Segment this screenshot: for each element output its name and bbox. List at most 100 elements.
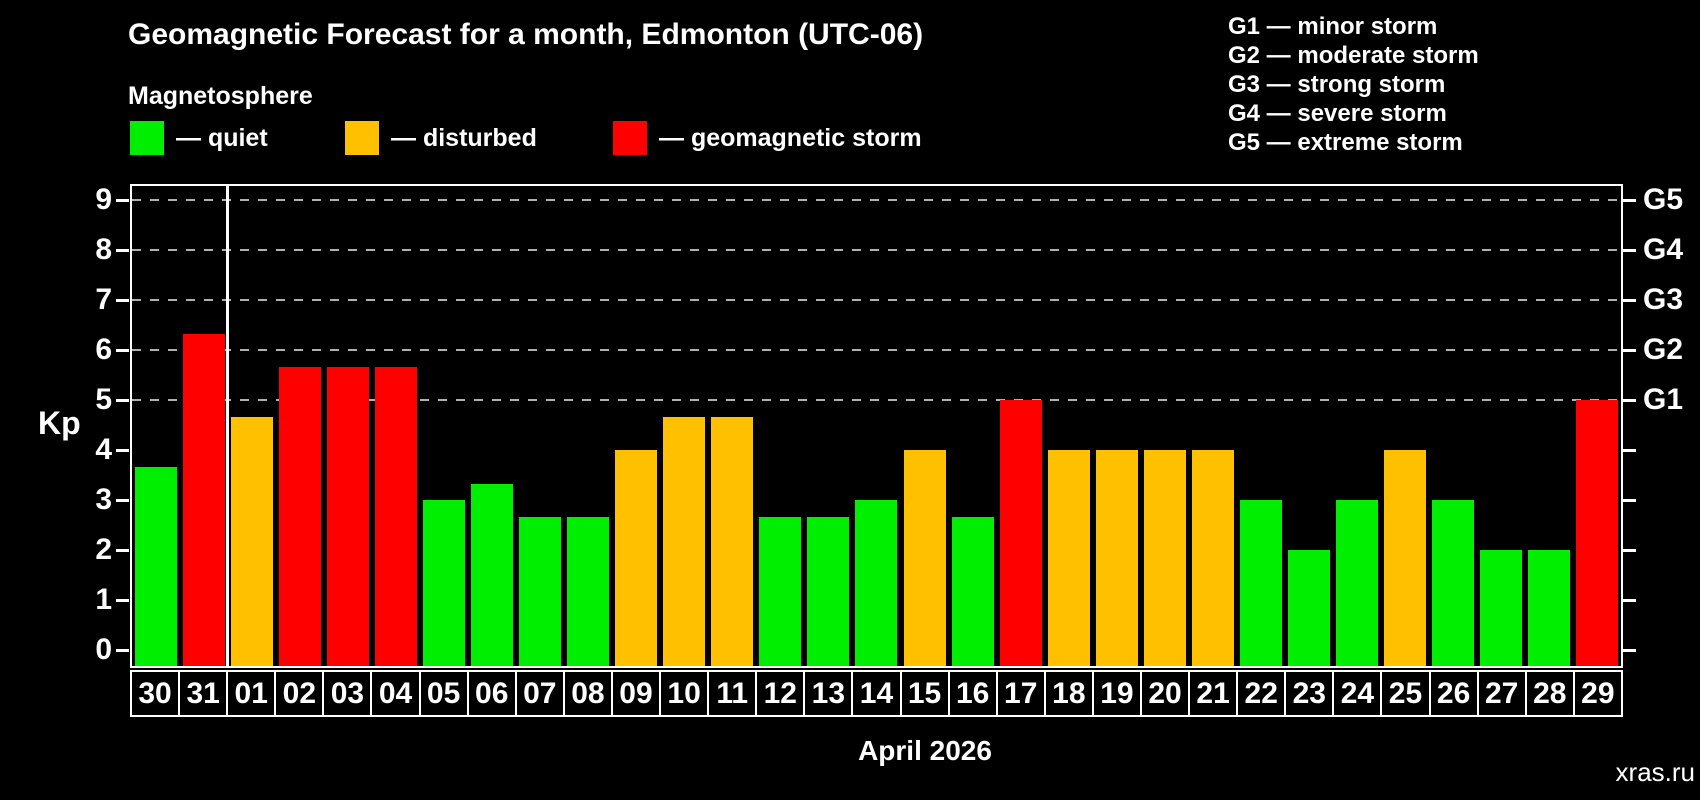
kp-tick-right-4 (1623, 449, 1636, 452)
kp-tick-right-9 (1623, 199, 1636, 202)
watermark: xras.ru (1615, 757, 1695, 787)
kp-tick-left-7 (116, 299, 129, 302)
g3-legend-line: G3 — strong storm (1228, 71, 1446, 98)
date-cell-22: 22 (1236, 670, 1287, 717)
kp-tick-right-2 (1623, 549, 1636, 552)
kp-tick-left-3 (116, 499, 129, 502)
kp-tick-right-0 (1623, 649, 1636, 652)
gridline-kp7 (132, 299, 1621, 301)
bar-21 (1191, 450, 1234, 666)
date-cell-21: 21 (1188, 670, 1239, 717)
kp-tick-right-3 (1623, 499, 1636, 502)
date-axis: 30 31 01 02 03 04 05 06 07 08 09 10 11 12 13 14 15 16 17 18… (130, 670, 1623, 717)
date-cell-26: 26 (1428, 670, 1479, 717)
legend-disturbed-label: — disturbed (391, 123, 537, 152)
kp-tick-left-0 (116, 649, 129, 652)
date-cell-28: 28 (1524, 670, 1575, 717)
date-cell-05: 05 (418, 670, 469, 717)
bar-06 (471, 483, 514, 666)
kp-tick-label-0: 0 (95, 633, 112, 666)
date-cell-23: 23 (1284, 670, 1335, 717)
magnetosphere-label: Magnetosphere (128, 82, 313, 110)
kp-tick-right-5 (1623, 399, 1636, 402)
bar-01 (231, 416, 274, 666)
date-cell-10: 10 (659, 670, 710, 717)
bar-25 (1383, 450, 1426, 666)
bar-03 (327, 366, 370, 666)
g-axis-label-g3: G3 (1643, 283, 1684, 316)
date-cell-01: 01 (226, 670, 277, 717)
kp-tick-label-4: 4 (95, 433, 112, 466)
bar-14 (855, 500, 898, 666)
kp-tick-right-6 (1623, 349, 1636, 352)
bar-15 (903, 450, 946, 666)
date-cell-14: 14 (851, 670, 902, 717)
date-cell-24: 24 (1332, 670, 1383, 717)
date-cell-19: 19 (1091, 670, 1142, 717)
legend-item-disturbed: — disturbed (345, 120, 537, 156)
quiet-swatch-icon (130, 121, 164, 155)
date-cell-29: 29 (1572, 670, 1623, 717)
date-cell-31: 31 (178, 670, 229, 717)
bar-08 (567, 516, 610, 666)
month-label: April 2026 (858, 735, 992, 766)
storm-scale-legend: G1 — minor storm G2 — moderate storm G3 … (1228, 12, 1479, 157)
bar-29 (1575, 400, 1618, 666)
bar-18 (1047, 450, 1090, 666)
kp-tick-left-5 (116, 399, 129, 402)
legend-storm-label: — geomagnetic storm (659, 123, 922, 152)
bar-26 (1431, 500, 1474, 666)
kp-tick-label-9: 9 (95, 183, 112, 216)
kp-tick-right-8 (1623, 249, 1636, 252)
g4-legend-line: G4 — severe storm (1228, 100, 1447, 127)
chart-title: Geomagnetic Forecast for a month, Edmont… (128, 18, 924, 51)
bar-16 (951, 516, 994, 666)
date-cell-13: 13 (803, 670, 854, 717)
date-cell-17: 17 (995, 670, 1046, 717)
kp-tick-label-1: 1 (95, 583, 112, 616)
bar-19 (1095, 450, 1138, 666)
kp-tick-left-2 (116, 549, 129, 552)
kp-tick-label-2: 2 (95, 533, 112, 566)
legend-item-quiet: — quiet (130, 120, 268, 156)
kp-tick-label-6: 6 (95, 333, 112, 366)
g-axis-label-g1: G1 (1643, 383, 1684, 416)
plot-area (130, 184, 1623, 668)
gridline-kp5 (132, 399, 1621, 401)
kp-tick-left-8 (116, 249, 129, 252)
bar-23 (1287, 550, 1330, 666)
gridline-kp6 (132, 349, 1621, 351)
kp-tick-right-1 (1623, 599, 1636, 602)
bar-12 (759, 516, 802, 666)
date-cell-06: 06 (466, 670, 517, 717)
date-cell-07: 07 (514, 670, 565, 717)
bar-24 (1335, 500, 1378, 666)
g5-legend-line: G5 — extreme storm (1228, 129, 1463, 156)
date-cell-04: 04 (370, 670, 421, 717)
date-cell-25: 25 (1380, 670, 1431, 717)
gridline-kp8 (132, 249, 1621, 251)
disturbed-swatch-icon (345, 121, 379, 155)
kp-axis-title: Kp (38, 405, 81, 441)
bar-17 (999, 400, 1042, 666)
date-cell-15: 15 (899, 670, 950, 717)
bar-09 (615, 450, 658, 666)
date-cell-27: 27 (1476, 670, 1527, 717)
bar-07 (519, 516, 562, 666)
date-cell-09: 09 (610, 670, 662, 717)
bar-22 (1239, 500, 1282, 666)
bar-27 (1479, 550, 1522, 666)
bar-02 (279, 366, 322, 666)
g-axis-label-g5: G5 (1643, 183, 1684, 216)
kp-tick-left-9 (116, 199, 129, 202)
bar-30 (135, 466, 178, 666)
legend-quiet-label: — quiet (176, 123, 268, 152)
month-separator-line (226, 186, 230, 666)
date-cell-03: 03 (322, 670, 373, 717)
bar-20 (1143, 450, 1186, 666)
g-axis-label-g4: G4 (1643, 233, 1684, 266)
g-axis-label-g2: G2 (1643, 333, 1684, 366)
date-cell-08: 08 (562, 670, 613, 717)
kp-tick-right-7 (1623, 299, 1636, 302)
